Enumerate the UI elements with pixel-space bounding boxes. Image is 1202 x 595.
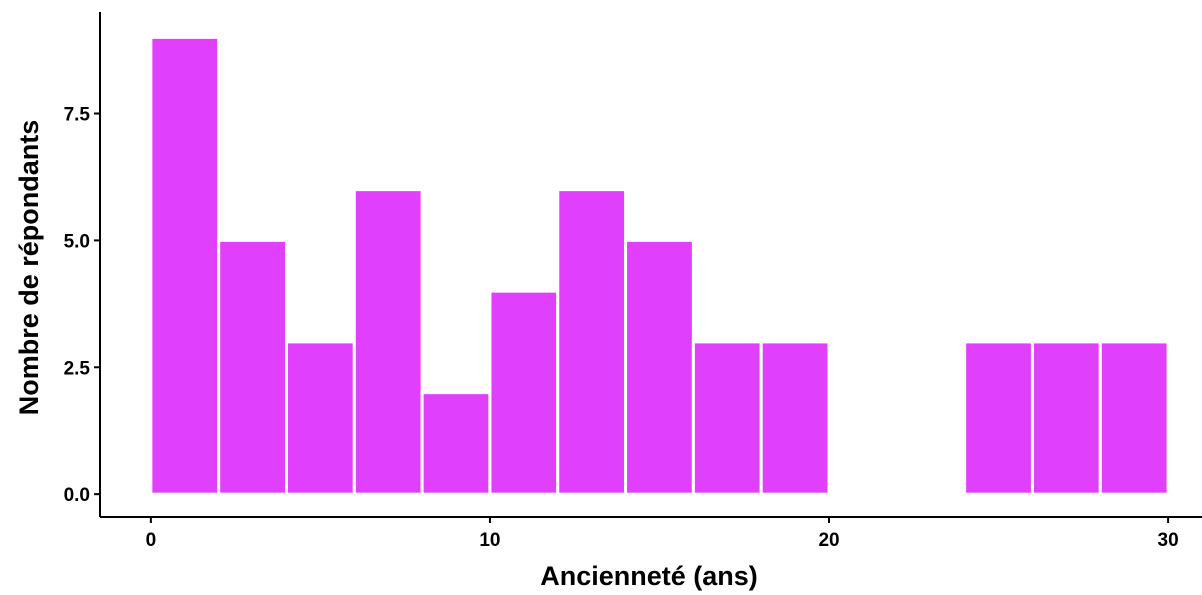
bars-group — [149, 35, 1170, 496]
histogram-bar — [149, 35, 221, 496]
histogram-bar — [1098, 340, 1170, 496]
y-tick-label: 2.5 — [64, 358, 91, 379]
y-tick-label: 0.0 — [64, 485, 90, 506]
histogram-bar — [624, 238, 695, 496]
histogram-bar — [691, 340, 763, 496]
histogram-bar — [284, 340, 356, 496]
histogram-bar — [963, 340, 1034, 496]
x-axis-title: Ancienneté (ans) — [540, 561, 758, 591]
histogram-bar — [488, 289, 560, 496]
histogram-bar — [352, 188, 424, 496]
histogram-bar — [1030, 340, 1102, 496]
histogram-bar — [420, 391, 492, 496]
y-tick-label: 7.5 — [64, 105, 91, 126]
histogram-bar — [759, 340, 831, 496]
histogram-bar — [217, 238, 288, 496]
x-tick-label: 0 — [146, 530, 157, 551]
x-axis-ticks: 0 10 20 30 — [146, 517, 1179, 551]
y-tick-label: 5.0 — [64, 231, 90, 252]
x-tick-label: 20 — [818, 530, 839, 551]
x-tick-label: 30 — [1158, 530, 1179, 551]
x-tick-label: 10 — [479, 530, 500, 551]
y-axis-title: Nombre de répondants — [14, 120, 44, 416]
histogram-bar — [556, 188, 628, 496]
y-axis-ticks: 0.0 2.5 5.0 7.5 — [64, 105, 100, 506]
